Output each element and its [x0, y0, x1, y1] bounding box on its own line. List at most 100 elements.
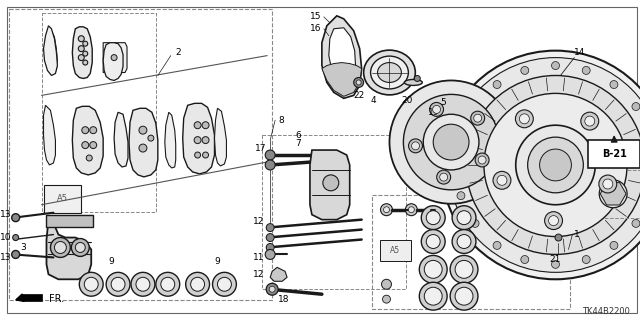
Text: 8: 8	[278, 116, 284, 125]
Circle shape	[552, 260, 559, 268]
Circle shape	[403, 94, 499, 190]
Circle shape	[76, 242, 85, 252]
Circle shape	[448, 58, 640, 272]
Ellipse shape	[604, 185, 622, 203]
Circle shape	[421, 206, 445, 230]
Text: 13: 13	[0, 210, 12, 219]
Circle shape	[450, 256, 478, 283]
Circle shape	[202, 122, 209, 129]
Circle shape	[323, 175, 339, 191]
Circle shape	[582, 256, 590, 263]
Text: 4: 4	[371, 96, 376, 105]
Circle shape	[475, 153, 489, 167]
Circle shape	[426, 234, 440, 249]
Text: 9: 9	[108, 257, 114, 266]
Polygon shape	[129, 108, 158, 177]
Circle shape	[521, 66, 529, 74]
Circle shape	[266, 234, 274, 241]
Bar	[372, 195, 570, 309]
Circle shape	[555, 234, 562, 241]
Circle shape	[423, 114, 479, 170]
Circle shape	[78, 55, 84, 61]
Text: FR.: FR.	[49, 294, 65, 304]
Circle shape	[471, 111, 484, 125]
Text: B-21: B-21	[602, 149, 627, 159]
Circle shape	[90, 142, 97, 149]
Circle shape	[266, 224, 274, 232]
Circle shape	[354, 78, 364, 87]
Circle shape	[450, 282, 478, 310]
Polygon shape	[114, 112, 128, 167]
Text: 9: 9	[214, 257, 220, 266]
Circle shape	[203, 152, 209, 158]
Text: 13: 13	[0, 253, 12, 262]
Circle shape	[516, 125, 595, 205]
Circle shape	[474, 114, 482, 122]
Polygon shape	[103, 43, 127, 72]
Circle shape	[497, 175, 507, 185]
Circle shape	[78, 46, 84, 52]
Circle shape	[83, 41, 88, 46]
Circle shape	[139, 144, 147, 152]
Circle shape	[452, 230, 476, 254]
Ellipse shape	[599, 180, 627, 208]
Circle shape	[82, 142, 89, 149]
Circle shape	[90, 127, 97, 134]
Text: 5: 5	[440, 98, 446, 107]
Ellipse shape	[404, 79, 422, 85]
Circle shape	[383, 207, 390, 213]
Circle shape	[356, 80, 361, 85]
Circle shape	[471, 219, 479, 227]
Circle shape	[632, 102, 640, 110]
Circle shape	[610, 81, 618, 88]
Circle shape	[478, 156, 486, 164]
Text: 20: 20	[402, 96, 413, 105]
Text: 22: 22	[353, 91, 364, 100]
Circle shape	[381, 204, 392, 216]
Circle shape	[51, 238, 70, 257]
Circle shape	[83, 51, 88, 56]
Circle shape	[424, 260, 442, 278]
Text: 16: 16	[310, 24, 322, 33]
Circle shape	[493, 81, 501, 88]
Circle shape	[603, 179, 612, 189]
Text: 17: 17	[255, 144, 266, 152]
Circle shape	[419, 256, 447, 283]
Circle shape	[457, 130, 465, 138]
Text: A5: A5	[390, 246, 401, 255]
Polygon shape	[103, 43, 123, 80]
Circle shape	[433, 124, 469, 160]
Text: 7: 7	[295, 138, 301, 148]
Polygon shape	[44, 105, 56, 165]
Circle shape	[436, 170, 451, 184]
Circle shape	[457, 192, 465, 200]
Polygon shape	[72, 106, 103, 175]
Circle shape	[540, 149, 572, 181]
Circle shape	[471, 102, 479, 110]
Circle shape	[515, 110, 533, 128]
Circle shape	[457, 211, 471, 225]
Text: 19: 19	[428, 108, 439, 117]
Circle shape	[186, 272, 209, 296]
Circle shape	[131, 272, 155, 296]
Text: 12: 12	[253, 270, 264, 279]
Bar	[262, 135, 406, 289]
Circle shape	[405, 204, 417, 216]
Circle shape	[78, 36, 84, 42]
Circle shape	[202, 137, 209, 144]
Circle shape	[156, 272, 180, 296]
Circle shape	[408, 139, 422, 153]
Polygon shape	[47, 220, 92, 279]
Circle shape	[548, 216, 559, 226]
Circle shape	[54, 241, 67, 254]
Text: 3: 3	[20, 243, 26, 252]
Circle shape	[194, 137, 201, 144]
Circle shape	[424, 287, 442, 305]
Circle shape	[452, 161, 460, 169]
Circle shape	[493, 171, 511, 189]
Circle shape	[381, 279, 392, 289]
Circle shape	[83, 60, 88, 65]
Text: 11: 11	[253, 253, 264, 262]
Text: A5: A5	[57, 194, 68, 203]
Circle shape	[195, 152, 200, 158]
